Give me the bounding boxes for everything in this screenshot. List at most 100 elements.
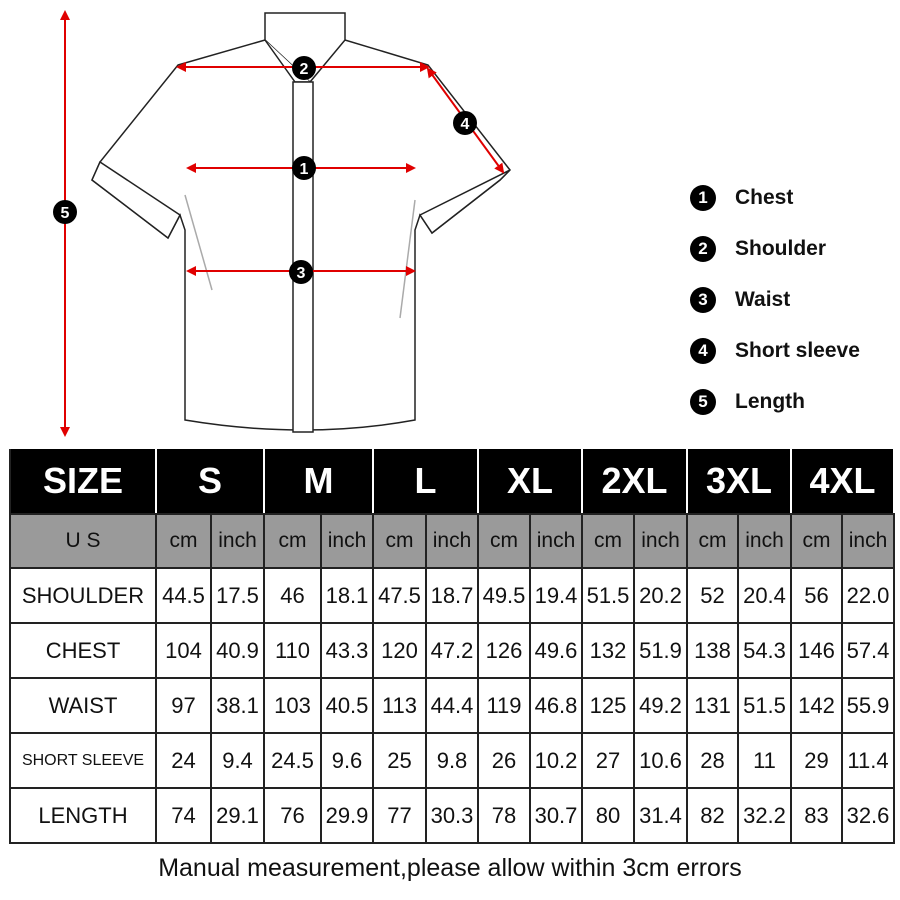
value-cell: 46.8 (529, 677, 583, 734)
marker-1: 1 (292, 156, 316, 180)
value-cell: 142 (790, 677, 843, 734)
value-cell: 24.5 (263, 732, 322, 789)
unit-cm: cm (790, 513, 843, 569)
value-cell: 26 (477, 732, 531, 789)
unit-inch: inch (841, 513, 895, 569)
size-l: L (372, 447, 479, 515)
value-cell: 24 (155, 732, 212, 789)
number-badge-icon: 5 (690, 388, 716, 415)
value-cell: 78 (477, 787, 531, 844)
unit-inch: inch (425, 513, 479, 569)
unit-inch: inch (210, 513, 265, 569)
number-badge-icon: 4 (690, 337, 716, 364)
value-cell: 40.9 (210, 622, 265, 679)
value-cell: 29.1 (210, 787, 265, 844)
value-cell: 56 (790, 567, 843, 624)
legend-item: 4 Short sleeve (690, 325, 860, 376)
value-cell: 138 (686, 622, 739, 679)
value-cell: 10.2 (529, 732, 583, 789)
marker-3: 3 (289, 260, 313, 284)
unit-cm: cm (263, 513, 322, 569)
value-cell: 17.5 (210, 567, 265, 624)
unit-inch: inch (320, 513, 374, 569)
svg-text:4: 4 (461, 116, 470, 133)
marker-2: 2 (292, 56, 316, 80)
row-label: SHOULDER (9, 567, 157, 624)
value-cell: 103 (263, 677, 322, 734)
size-3xl: 3XL (686, 447, 792, 515)
value-cell: 44.5 (155, 567, 212, 624)
value-cell: 57.4 (841, 622, 895, 679)
size-2xl: 2XL (581, 447, 688, 515)
number-badge-icon: 3 (690, 286, 716, 313)
svg-text:1: 1 (300, 161, 309, 178)
legend-label: Shoulder (735, 236, 827, 260)
unit-inch: inch (633, 513, 688, 569)
value-cell: 44.4 (425, 677, 479, 734)
value-cell: 29.9 (320, 787, 374, 844)
value-cell: 46 (263, 567, 322, 624)
unit-cm: cm (155, 513, 212, 569)
legend-item: 1 Chest (690, 172, 860, 223)
legend-label: Chest (735, 185, 794, 209)
unit-cm: cm (581, 513, 635, 569)
value-cell: 104 (155, 622, 212, 679)
table-row: WAIST 97 38.1 103 40.5 113 44.4 119 46.8 125 49.2 1… (9, 677, 895, 734)
value-cell: 18.7 (425, 567, 479, 624)
value-cell: 9.8 (425, 732, 479, 789)
caption: Manual measurement,please allow within 3… (158, 854, 742, 882)
table-row: SHORT SLEEVE 24 9.4 24.5 9.6 25 9.8 26 10.2 27 10.… (9, 732, 895, 789)
row-label: WAIST (9, 677, 157, 734)
unit-cm: cm (686, 513, 739, 569)
value-cell: 55.9 (841, 677, 895, 734)
number-badge-icon: 2 (690, 235, 716, 262)
value-cell: 49.2 (633, 677, 688, 734)
value-cell: 52 (686, 567, 739, 624)
value-cell: 82 (686, 787, 739, 844)
table-row: SHOULDER 44.5 17.5 46 18.1 47.5 18.7 49.5 19.4 51… (9, 567, 895, 624)
row-label: SHORT SLEEVE (9, 732, 157, 789)
marker-4: 4 (453, 111, 477, 135)
value-cell: 30.3 (425, 787, 479, 844)
value-cell: 9.4 (210, 732, 265, 789)
legend-label: Short sleeve (735, 338, 860, 362)
value-cell: 47.5 (372, 567, 427, 624)
value-cell: 125 (581, 677, 635, 734)
size-4xl: 4XL (790, 447, 895, 515)
unit-cm: cm (477, 513, 531, 569)
value-cell: 32.6 (841, 787, 895, 844)
size-m: M (263, 447, 374, 515)
value-cell: 11 (737, 732, 792, 789)
value-cell: 43.3 (320, 622, 374, 679)
value-cell: 25 (372, 732, 427, 789)
legend-item: 5 Length (690, 376, 860, 427)
value-cell: 20.2 (633, 567, 688, 624)
value-cell: 27 (581, 732, 635, 789)
value-cell: 49.5 (477, 567, 531, 624)
value-cell: 74 (155, 787, 212, 844)
unit-cm: cm (372, 513, 427, 569)
value-cell: 131 (686, 677, 739, 734)
value-cell: 83 (790, 787, 843, 844)
value-cell: 126 (477, 622, 531, 679)
value-cell: 40.5 (320, 677, 374, 734)
svg-text:2: 2 (300, 61, 309, 78)
value-cell: 20.4 (737, 567, 792, 624)
value-cell: 49.6 (529, 622, 583, 679)
value-cell: 146 (790, 622, 843, 679)
value-cell: 10.6 (633, 732, 688, 789)
number-badge-icon: 1 (690, 184, 716, 211)
value-cell: 110 (263, 622, 322, 679)
value-cell: 38.1 (210, 677, 265, 734)
row-label: CHEST (9, 622, 157, 679)
legend-label: Waist (735, 287, 791, 311)
size-header-row: SIZE S M L XL 2XL 3XL 4XL (9, 447, 895, 515)
value-cell: 76 (263, 787, 322, 844)
value-cell: 30.7 (529, 787, 583, 844)
value-cell: 29 (790, 732, 843, 789)
value-cell: 77 (372, 787, 427, 844)
unit-inch: inch (529, 513, 583, 569)
value-cell: 11.4 (841, 732, 895, 789)
